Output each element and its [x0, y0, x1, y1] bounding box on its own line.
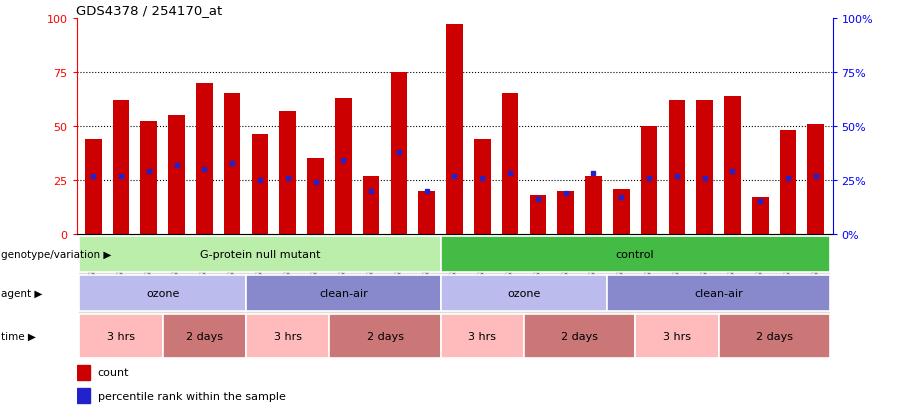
Bar — [274, 235, 302, 342]
Bar — [446, 25, 463, 235]
Text: percentile rank within the sample: percentile rank within the sample — [98, 391, 285, 401]
Bar — [224, 94, 240, 235]
Bar — [79, 315, 163, 358]
Bar — [641, 126, 657, 235]
Bar — [724, 96, 741, 235]
Bar — [779, 131, 796, 235]
Bar — [524, 235, 552, 342]
Bar — [608, 235, 635, 342]
Bar — [774, 235, 802, 342]
Bar — [335, 98, 352, 235]
Bar — [307, 159, 324, 235]
Text: 3 hrs: 3 hrs — [274, 331, 302, 342]
Text: ozone: ozone — [508, 288, 541, 298]
Text: 2 days: 2 days — [756, 331, 793, 342]
Bar — [329, 235, 357, 342]
Text: clean-air: clean-air — [319, 288, 368, 298]
Bar — [279, 112, 296, 235]
Bar — [441, 275, 608, 311]
Text: 3 hrs: 3 hrs — [663, 331, 691, 342]
Text: ozone: ozone — [146, 288, 179, 298]
Text: 3 hrs: 3 hrs — [107, 331, 135, 342]
Text: 2 days: 2 days — [366, 331, 403, 342]
Bar — [163, 235, 191, 342]
Bar — [246, 235, 274, 342]
Bar — [391, 73, 407, 235]
Bar — [252, 135, 268, 235]
Bar — [85, 140, 102, 235]
Bar — [585, 176, 602, 235]
Bar — [79, 275, 246, 311]
Bar — [580, 235, 608, 342]
Bar — [635, 315, 718, 358]
Text: agent ▶: agent ▶ — [1, 288, 42, 298]
Bar — [690, 235, 718, 342]
Bar — [613, 189, 630, 235]
Bar — [79, 235, 107, 342]
Bar — [246, 275, 441, 311]
Bar — [163, 315, 246, 358]
Text: clean-air: clean-air — [694, 288, 742, 298]
Text: 2 days: 2 days — [561, 331, 599, 342]
Bar — [79, 236, 441, 272]
Bar — [413, 235, 441, 342]
Bar — [557, 191, 574, 235]
Bar — [635, 235, 663, 342]
Bar — [385, 235, 413, 342]
Text: 3 hrs: 3 hrs — [468, 331, 496, 342]
Bar — [191, 235, 218, 342]
Text: 2 days: 2 days — [186, 331, 223, 342]
Bar — [752, 198, 769, 235]
Bar — [608, 275, 830, 311]
Text: genotype/variation ▶: genotype/variation ▶ — [1, 249, 112, 259]
Text: count: count — [98, 367, 130, 377]
Bar — [302, 235, 329, 342]
Bar — [529, 195, 546, 235]
Bar — [441, 315, 524, 358]
Bar — [669, 101, 685, 235]
Bar — [663, 235, 690, 342]
Text: control: control — [616, 249, 654, 259]
Bar — [418, 191, 435, 235]
Bar — [441, 236, 830, 272]
Bar — [697, 101, 713, 235]
Bar — [501, 94, 518, 235]
Text: GDS4378 / 254170_at: GDS4378 / 254170_at — [76, 5, 223, 17]
Bar — [718, 235, 746, 342]
Text: time ▶: time ▶ — [1, 331, 36, 342]
Bar — [112, 101, 130, 235]
Bar — [76, 388, 90, 403]
Bar — [468, 235, 496, 342]
Bar — [807, 124, 824, 235]
Bar — [746, 235, 774, 342]
Bar — [363, 176, 380, 235]
Bar — [474, 140, 490, 235]
Bar — [196, 83, 212, 235]
Bar — [552, 235, 580, 342]
Bar — [76, 365, 90, 380]
Bar — [524, 315, 635, 358]
Bar — [357, 235, 385, 342]
Bar — [140, 122, 158, 235]
Bar — [168, 116, 184, 235]
Bar — [135, 235, 163, 342]
Bar — [246, 315, 329, 358]
Bar — [107, 235, 135, 342]
Bar — [218, 235, 246, 342]
Bar — [329, 315, 441, 358]
Bar — [718, 315, 830, 358]
Bar — [441, 235, 468, 342]
Bar — [802, 235, 830, 342]
Text: G-protein null mutant: G-protein null mutant — [200, 249, 320, 259]
Bar — [496, 235, 524, 342]
